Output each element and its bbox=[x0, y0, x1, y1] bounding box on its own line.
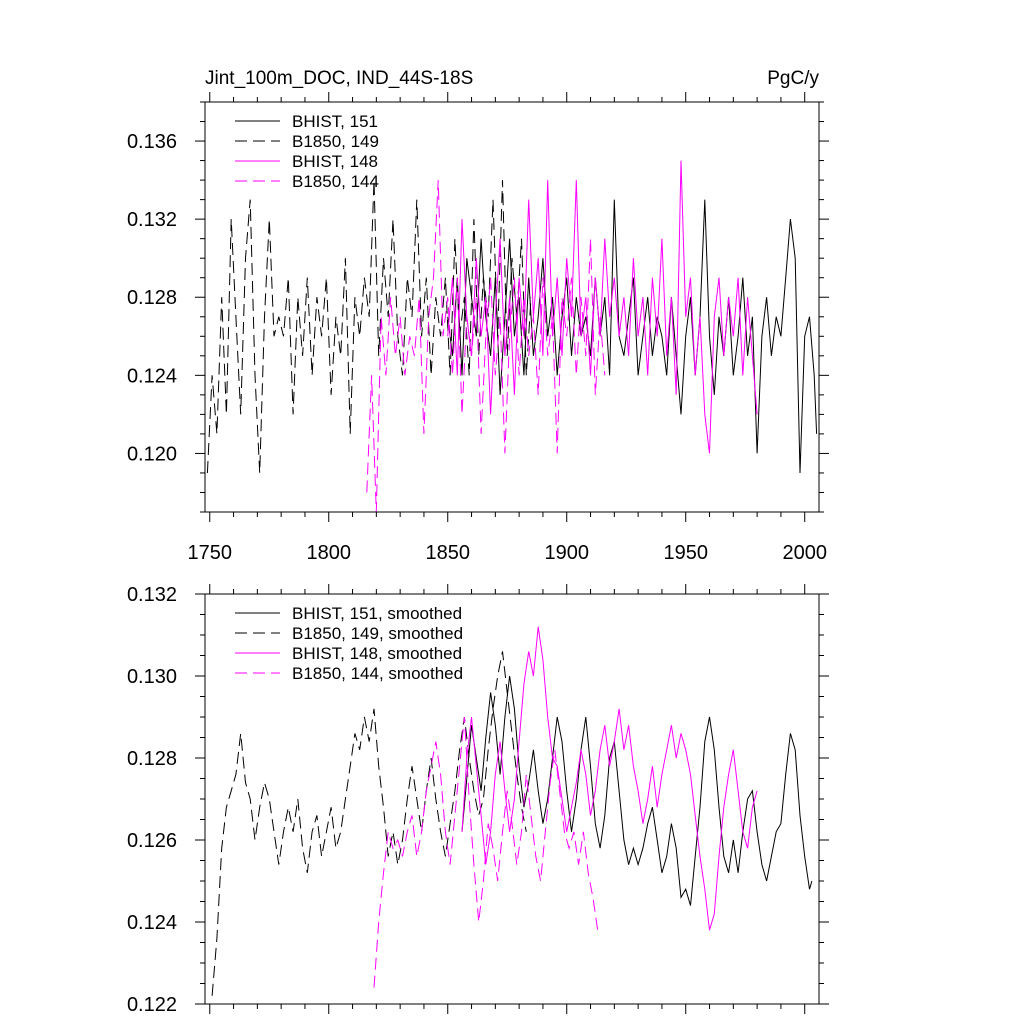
top-plot: 1750 1800 1850 1900 1950 2000 0.120 0.124 0.128 0… bbox=[127, 92, 829, 564]
legend-label: B1850, 144, smoothed bbox=[292, 664, 463, 683]
chart-units: PgC/y bbox=[767, 68, 819, 89]
series-line-1-3 bbox=[447, 160, 758, 454]
legend-label: B1850, 144 bbox=[292, 172, 379, 191]
series-line-2-1 bbox=[461, 675, 813, 906]
x-tick-label: 1800 bbox=[307, 542, 352, 564]
y-tick-label: 0.124 bbox=[127, 365, 177, 387]
x-tick-label: 1850 bbox=[425, 542, 470, 564]
bottom-plot: 0.122 0.124 0.126 0.128 0.130 0.132 BHIST, 151… bbox=[127, 584, 829, 1016]
plot-frame bbox=[204, 101, 820, 513]
x-tick-label: 1750 bbox=[188, 542, 233, 564]
y-tick-label: 0.128 bbox=[127, 748, 177, 770]
y-tick-label: 0.130 bbox=[127, 666, 177, 688]
legend-label: BHIST, 148, smoothed bbox=[292, 644, 462, 663]
x-tick-label: 1900 bbox=[544, 542, 589, 564]
y-tick-label: 0.120 bbox=[127, 443, 177, 465]
x-tick-label: 1950 bbox=[663, 542, 708, 564]
series-line-2-3 bbox=[461, 626, 758, 931]
y-tick-label: 0.132 bbox=[127, 584, 177, 606]
legend-label: BHIST, 151 bbox=[292, 112, 378, 131]
y-tick-label: 0.122 bbox=[127, 994, 177, 1016]
y-tick-label: 0.132 bbox=[127, 209, 177, 231]
y-tick-label: 0.126 bbox=[127, 830, 177, 852]
y-tick-label: 0.124 bbox=[127, 912, 177, 934]
legend-label: BHIST, 148 bbox=[292, 152, 378, 171]
legend-label: B1850, 149 bbox=[292, 132, 379, 151]
series-line-1-4 bbox=[366, 180, 606, 512]
series-line-2-4 bbox=[373, 716, 599, 988]
legend-label: B1850, 149, smoothed bbox=[292, 624, 463, 643]
chart-title: Jint_100m_DOC, IND_44S-18S bbox=[205, 68, 473, 89]
legend-label: BHIST, 151, smoothed bbox=[292, 604, 462, 623]
y-tick-label: 0.136 bbox=[127, 131, 177, 153]
y-tick-label: 0.128 bbox=[127, 287, 177, 309]
series-line-2-2 bbox=[211, 651, 527, 996]
x-tick-label: 2000 bbox=[782, 542, 827, 564]
series-line-1-1 bbox=[447, 199, 818, 474]
